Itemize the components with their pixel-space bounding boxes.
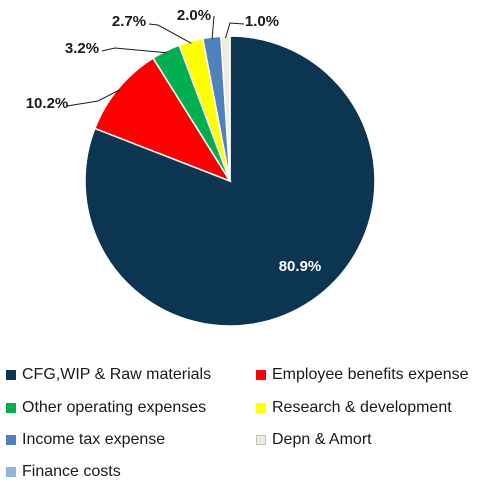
legend-swatch	[256, 403, 266, 413]
legend-item: Finance costs	[6, 463, 121, 481]
legend-label: Other operating expenses	[22, 399, 207, 416]
data-label: 2.0%	[177, 7, 211, 24]
data-label: 2.7%	[112, 13, 146, 30]
legend-label: Income tax expense	[22, 431, 166, 448]
data-label: 1.0%	[245, 13, 279, 30]
leader-lines	[66, 15, 245, 107]
legend-label: Finance costs	[22, 463, 121, 480]
legend-item: Income tax expense	[6, 431, 165, 449]
leader-line	[101, 47, 167, 54]
legend-item: CFG,WIP & Raw materials	[6, 366, 211, 384]
leader-line	[225, 22, 245, 39]
legend-label: Employee benefits expense	[272, 366, 469, 383]
legend-swatch	[256, 435, 266, 445]
legend-swatch	[6, 370, 16, 380]
legend-item: Depn & Amort	[256, 431, 372, 449]
legend-label: CFG,WIP & Raw materials	[22, 366, 212, 383]
legend-item: Employee benefits expense	[256, 366, 469, 384]
legend-swatch	[6, 467, 16, 477]
pie-slice	[220, 35, 231, 182]
data-label: 80.9%	[279, 258, 322, 275]
data-label: 10.2%	[26, 95, 69, 112]
legend-item: Other operating expenses	[6, 399, 206, 417]
legend-swatch	[6, 435, 16, 445]
data-labels: 80.9% 10.2% 3.2% 2.7% 2.0% 1.0%	[26, 7, 322, 275]
pie-slice	[93, 57, 232, 183]
leader-line	[66, 89, 121, 107]
data-label: 3.2%	[65, 40, 99, 57]
pie-slices	[84, 35, 376, 327]
legend-label: Depn & Amort	[272, 431, 372, 448]
pie-chart: 80.9% 10.2% 3.2% 2.7% 2.0% 1.0%	[26, 7, 376, 327]
legend-label: Research & development	[272, 399, 452, 416]
legend-item: Research & development	[256, 399, 452, 417]
leader-line	[148, 23, 192, 44]
legend-swatch	[256, 370, 266, 380]
legend-swatch	[6, 403, 16, 413]
leader-line	[211, 15, 215, 40]
